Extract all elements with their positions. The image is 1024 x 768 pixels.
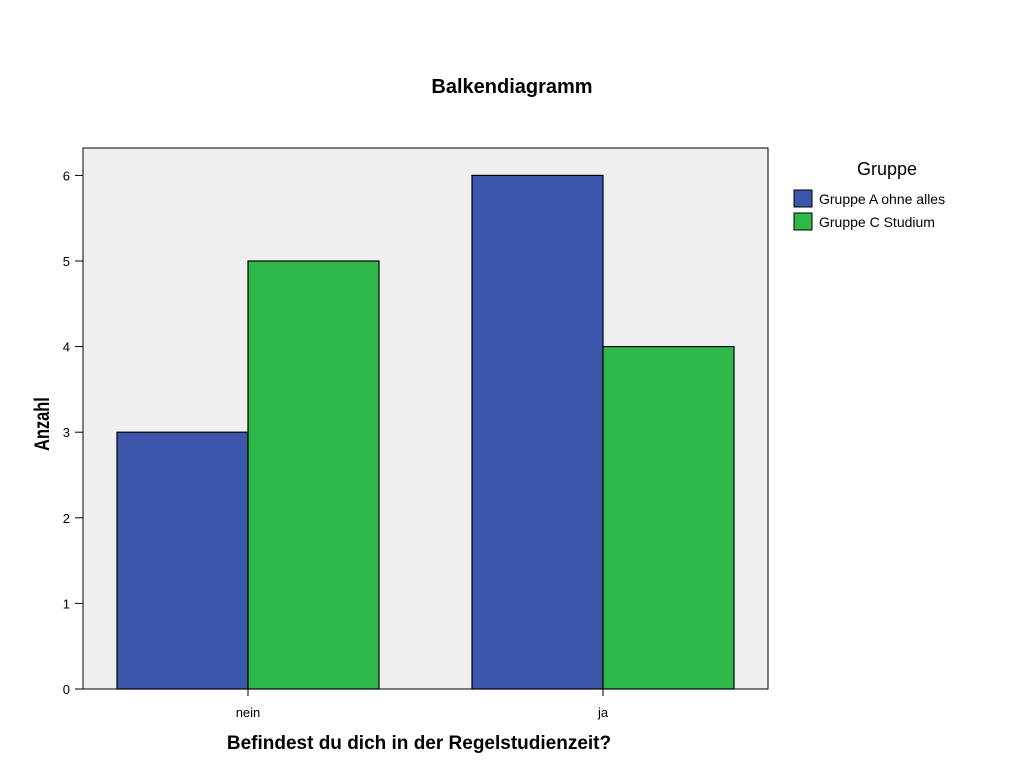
legend-item-label: Gruppe A ohne alles (819, 191, 945, 207)
y-tick-label: 2 (63, 511, 70, 526)
x-tick-label: ja (597, 705, 609, 720)
y-tick-label: 5 (63, 254, 70, 269)
bar-ja-2 (602, 345, 735, 690)
legend-swatch (793, 212, 813, 231)
y-axis-label: Anzahl (30, 397, 53, 451)
chart-title: Balkendiagramm (431, 76, 592, 98)
x-axis: nein ja (236, 689, 609, 720)
bar-nein-1 (116, 431, 249, 690)
bar-ja-1 (471, 174, 604, 690)
bars-group (116, 174, 735, 690)
y-tick-label: 3 (63, 425, 70, 440)
x-axis-label: Befindest du dich in der Regelstudienzei… (227, 733, 611, 754)
legend-title: Gruppe (857, 159, 917, 179)
bar-nein-2 (247, 260, 380, 690)
legend-item-label: Gruppe C Studium (819, 214, 935, 230)
legend: Gruppe Gruppe A ohne alles Gruppe C Studi… (793, 159, 945, 231)
y-tick-label: 1 (63, 596, 70, 611)
legend-swatch (793, 189, 813, 208)
x-tick-label: nein (236, 705, 261, 720)
y-axis: 0 1 2 3 4 5 6 (63, 168, 83, 697)
y-tick-label: 0 (63, 682, 70, 697)
y-tick-label: 6 (63, 168, 70, 183)
y-tick-label: 4 (63, 340, 70, 355)
